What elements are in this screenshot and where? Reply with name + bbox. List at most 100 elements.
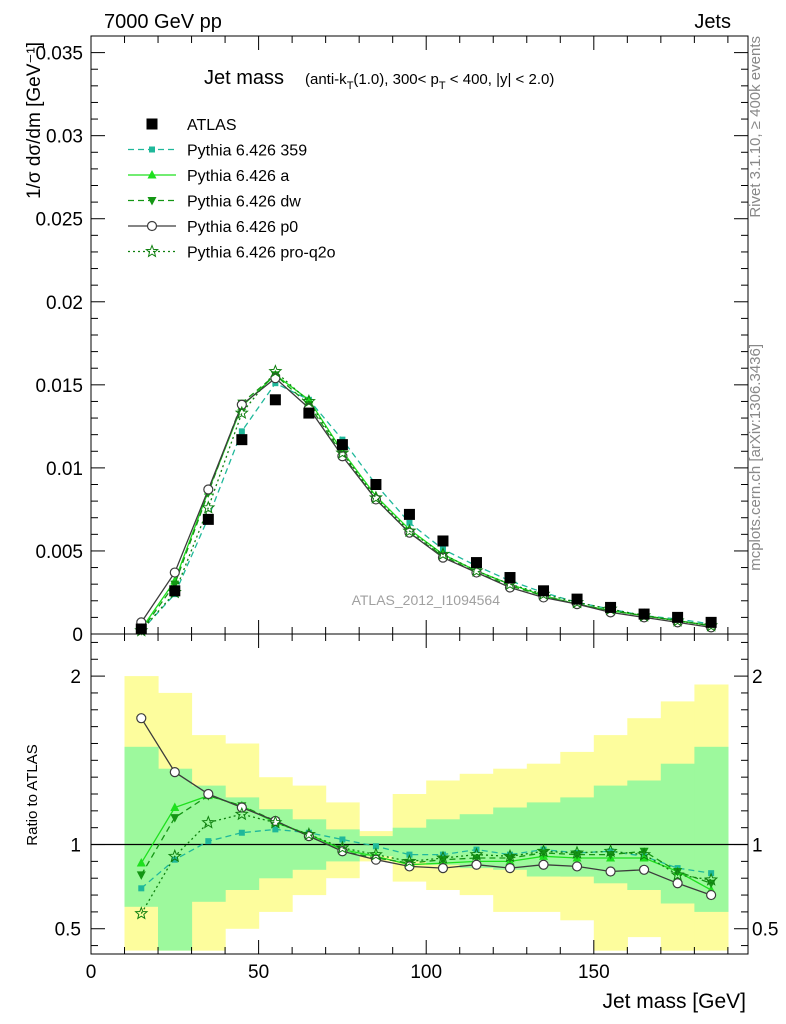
ratio-point-pp0 xyxy=(504,863,516,874)
main-y-tick-label: 0.03 xyxy=(46,127,83,148)
data-point-atlas xyxy=(135,623,147,635)
ratio-point-p359 xyxy=(372,843,379,850)
main-plot: 0 0.005 0.01 0.015 0.02 0.025 0.03 0.035 xyxy=(35,36,748,646)
ratio-point-pq2o xyxy=(570,845,585,859)
ratio-point-pp0 xyxy=(370,854,382,865)
legend-marker-p359 xyxy=(149,146,155,153)
x-axis-title: Jet mass [GeV] xyxy=(602,990,746,1013)
legend-entry-pdw: Pythia 6.426 dw xyxy=(128,194,301,211)
legend-entry-pp0: Pythia 6.426 p0 xyxy=(128,219,298,236)
data-point-pa xyxy=(304,394,314,404)
legend: ATLAS Pythia 6.426 359 Pythia 6.426 a Pythi… xyxy=(128,117,336,262)
ratio-point-p359 xyxy=(238,829,245,836)
data-point-pq2o xyxy=(301,394,316,408)
series-line-pa xyxy=(140,374,712,630)
legend-entry-pa: Pythia 6.426 a xyxy=(128,168,289,185)
series-line-pp0 xyxy=(140,377,712,629)
data-point-pq2o xyxy=(368,490,383,504)
data-point-atlas xyxy=(336,439,348,451)
ratio-series-pq2o xyxy=(134,806,719,920)
ratio-point-p359 xyxy=(138,885,145,892)
data-point-atlas xyxy=(303,407,315,419)
data-point-pq2o xyxy=(402,523,417,538)
data-point-pq2o xyxy=(335,445,350,459)
plot-title: Jet mass xyxy=(204,67,284,89)
ratio-point-pa xyxy=(136,858,146,867)
data-point-atlas xyxy=(470,557,482,569)
ratio-line-pq2o xyxy=(140,813,712,914)
data-point-pp0 xyxy=(203,484,214,495)
ratio-point-pp0 xyxy=(638,864,650,875)
ratio-point-pq2o xyxy=(436,850,451,865)
plot-subtitle: (anti-kT(1.0), 300< pT < 400, |y| < 2.0) xyxy=(305,71,554,92)
legend-label-pp0: Pythia 6.426 p0 xyxy=(187,219,298,236)
mcplots-label: mcplots.cern.ch [arXiv:1306.3436] xyxy=(747,344,764,571)
ratio-point-pq2o xyxy=(402,854,417,868)
ratio-point-pdw xyxy=(639,847,649,857)
header-left: 7000 GeV pp xyxy=(104,11,222,33)
ratio-y-tick-label-right: 2 xyxy=(752,667,763,688)
ratio-point-pdw xyxy=(136,871,146,880)
legend-entry-p359: Pythia 6.426 359 xyxy=(128,143,307,160)
ratio-point-pq2o xyxy=(268,815,283,829)
legend-entry-data: ATLAS xyxy=(146,117,237,134)
ratio-point-pp0 xyxy=(706,889,717,901)
x-tick-label: 100 xyxy=(410,962,442,983)
ratio-point-pdw xyxy=(673,867,683,877)
ratio-point-pq2o xyxy=(368,847,383,861)
ratio-y-tick-label-right: 0.5 xyxy=(752,920,778,941)
data-point-p359 xyxy=(238,428,245,435)
ratio-point-pp0 xyxy=(605,866,616,877)
header-right: Jets xyxy=(694,11,731,33)
legend-marker-pq2o xyxy=(145,244,159,258)
ratio-band-inner-bin xyxy=(124,746,159,907)
data-point-pp0 xyxy=(169,567,180,578)
legend-label-pdw: Pythia 6.426 dw xyxy=(187,194,301,211)
data-point-pp0 xyxy=(236,399,247,410)
series-line-p359 xyxy=(140,382,712,632)
ratio-point-pp0 xyxy=(471,859,482,870)
analysis-watermark: ATLAS_2012_I1094564 xyxy=(352,592,501,608)
data-point-atlas xyxy=(269,394,281,406)
rivet-label: Rivet 3.1.10, ≥ 400k events xyxy=(747,36,764,218)
ratio-point-p359 xyxy=(205,838,212,845)
data-point-atlas xyxy=(169,585,181,597)
ratio-point-pq2o xyxy=(234,806,249,821)
series-data xyxy=(135,394,717,635)
ratio-point-pdw xyxy=(170,814,180,823)
ratio-point-pdw xyxy=(471,854,481,863)
ratio-point-pa xyxy=(170,802,180,811)
ratio-point-pq2o xyxy=(167,848,182,863)
ratio-point-pp0 xyxy=(672,878,683,889)
data-point-atlas xyxy=(202,513,214,525)
ratio-line-pp0 xyxy=(140,717,712,896)
data-point-pq2o xyxy=(234,405,249,420)
ratio-point-p359 xyxy=(272,826,279,833)
x-tick-label: 150 xyxy=(578,962,610,983)
ratio-point-pp0 xyxy=(203,788,214,800)
main-y-tick-label: 0.015 xyxy=(35,376,83,397)
legend-marker-pa xyxy=(147,170,157,179)
legend-label-data: ATLAS xyxy=(187,117,237,134)
data-point-atlas xyxy=(571,593,583,605)
data-point-pq2o xyxy=(268,364,283,378)
data-point-pq2o xyxy=(201,500,216,514)
data-point-atlas xyxy=(705,616,717,628)
data-point-atlas xyxy=(605,601,617,613)
ratio-point-p359 xyxy=(171,856,178,863)
ratio-point-pp0 xyxy=(169,767,180,778)
ratio-line-pdw xyxy=(140,794,712,884)
ratio-series-pp0 xyxy=(136,713,717,901)
data-point-p359 xyxy=(406,519,413,526)
ratio-point-pq2o xyxy=(637,847,652,861)
legend-marker-pp0 xyxy=(146,220,158,232)
ratio-y-tick-label: 1 xyxy=(70,836,81,857)
main-y-tick-label: 0.01 xyxy=(46,459,83,480)
data-point-atlas xyxy=(672,611,684,623)
ratio-plot-frame xyxy=(90,633,749,955)
ratio-point-pq2o xyxy=(134,906,149,920)
main-y-tick-label: 0.02 xyxy=(46,293,83,314)
data-point-pq2o xyxy=(436,546,451,561)
data-point-pq2o xyxy=(469,563,484,577)
ratio-y-tick-label-right: 1 xyxy=(752,836,763,857)
